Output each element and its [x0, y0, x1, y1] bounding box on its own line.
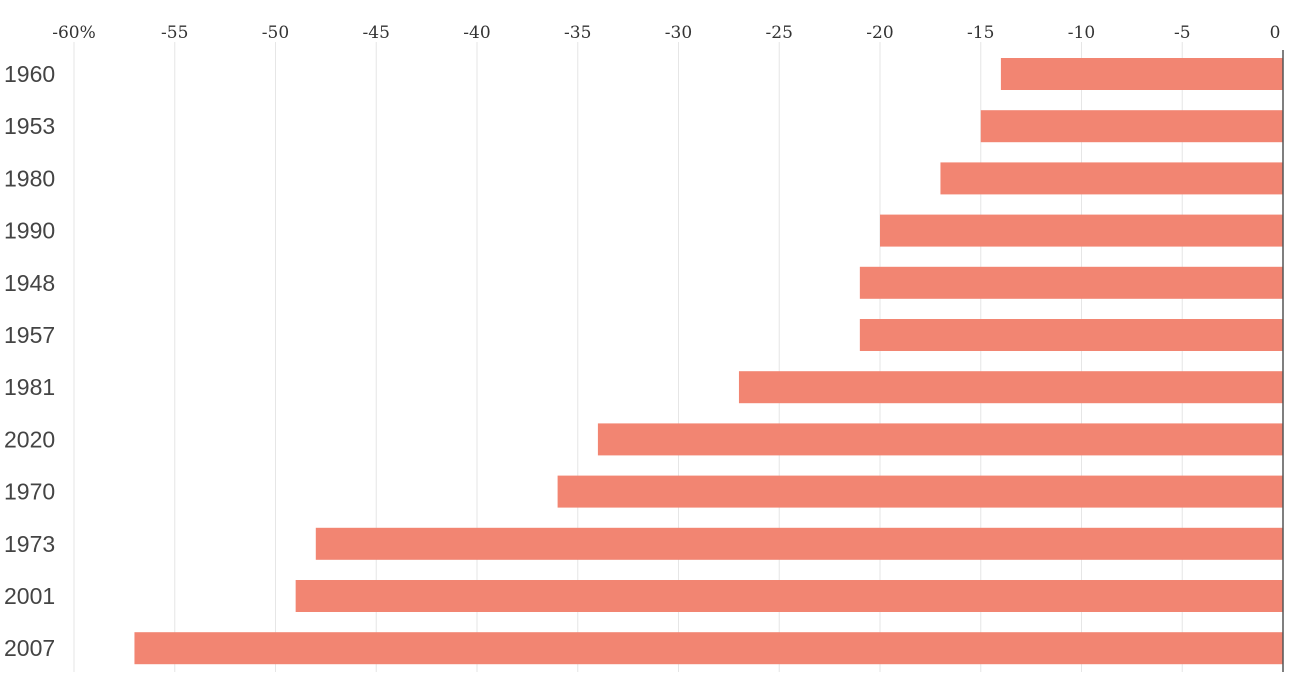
bar	[859, 319, 1283, 351]
x-tick-label: -25	[766, 23, 793, 43]
bar	[295, 580, 1283, 612]
x-tick-label: -10	[1068, 23, 1095, 43]
y-axis-category-labels: 1960 1953 1980 1990 1948 1957 1981 2020 1970 1973…	[4, 61, 55, 661]
x-tick-label: -40	[463, 23, 490, 43]
category-label: 2007	[4, 635, 55, 661]
bar	[859, 266, 1283, 299]
x-tick-label: -45	[363, 23, 390, 43]
category-label: 1990	[4, 218, 55, 244]
category-label: 1957	[4, 322, 55, 348]
bar	[738, 371, 1283, 404]
x-tick-label: -5	[1174, 23, 1191, 43]
x-tick-label: -15	[967, 23, 994, 43]
grid-lines	[73, 42, 1183, 672]
x-tick-label: -60%	[52, 23, 96, 43]
bar	[880, 214, 1283, 247]
bar	[315, 527, 1283, 560]
bar	[940, 162, 1283, 195]
category-label: 2001	[4, 583, 55, 609]
category-label: 2020	[4, 426, 55, 452]
bar	[134, 632, 1284, 665]
category-label: 1980	[4, 165, 55, 191]
category-label: 1970	[4, 479, 55, 505]
x-axis-tick-labels: -60% -55 -50 -45 -40 -35 -30 -25 -20 -15 -10 -5 0	[52, 23, 1280, 43]
x-tick-label: 0	[1270, 23, 1281, 43]
category-label: 1953	[4, 113, 55, 139]
bar	[557, 475, 1283, 508]
bar	[1000, 58, 1283, 90]
category-label: 1960	[4, 61, 55, 87]
x-tick-label: -20	[866, 23, 893, 43]
x-tick-label: -35	[564, 23, 591, 43]
x-tick-label: -50	[262, 23, 289, 43]
bars	[134, 58, 1284, 665]
bar	[980, 110, 1283, 143]
bar	[597, 423, 1283, 456]
category-label: 1973	[4, 531, 55, 557]
category-label: 1948	[4, 270, 55, 296]
x-tick-label: -55	[161, 23, 188, 43]
x-tick-label: -30	[665, 23, 692, 43]
category-label: 1981	[4, 374, 55, 400]
